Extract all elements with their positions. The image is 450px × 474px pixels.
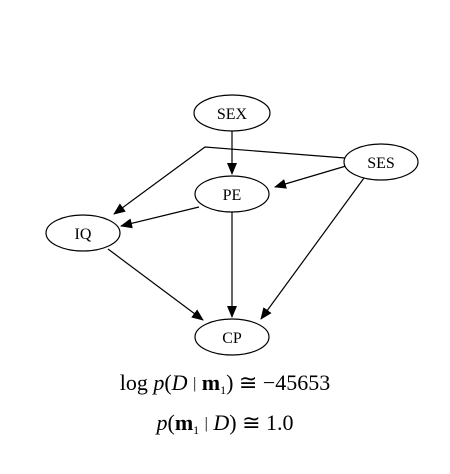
edge-iq-cp	[107, 248, 204, 321]
formula1-log: log	[119, 370, 148, 395]
formula2-approx: ≅	[242, 410, 261, 435]
node-iq-label: IQ	[75, 226, 92, 243]
edge-ses-iq	[113, 146, 346, 215]
bayesian-network-graph: SEX SES PE IQ CP	[45, 94, 419, 356]
node-ses: SES	[343, 143, 419, 181]
edge-pe-iq	[120, 206, 200, 229]
formula2-m: m	[174, 410, 194, 435]
formula2-p: p	[156, 410, 168, 435]
node-ses-label: SES	[367, 155, 395, 172]
node-pe: PE	[194, 175, 270, 213]
node-cp-label: CP	[222, 330, 242, 347]
node-iq: IQ	[45, 214, 121, 252]
formula2-open-paren: (	[167, 410, 175, 435]
node-cp: CP	[194, 318, 270, 356]
formula2-value: 1.0	[266, 410, 294, 435]
log-likelihood-formula: log p(D | m1) ≅ −45653	[0, 370, 450, 398]
formula2-close-paren: )	[229, 410, 237, 435]
formula2-subscript: 1	[193, 423, 200, 437]
formula2-d: D	[213, 410, 230, 435]
formula1-bar: |	[193, 375, 197, 392]
formula1-open-paren: (	[164, 370, 172, 395]
formula2-bar: |	[204, 415, 208, 432]
node-sex: SEX	[193, 94, 271, 132]
posterior-formula: p(m1 | D) ≅ 1.0	[0, 410, 450, 438]
node-sex-label: SEX	[217, 106, 248, 123]
formula1-subscript: 1	[220, 383, 227, 397]
formula1-p: p	[153, 370, 165, 395]
formula1-value: −45653	[262, 370, 331, 395]
formula1-m: m	[201, 370, 221, 395]
formula1-approx: ≅	[238, 370, 258, 395]
node-pe-label: PE	[223, 187, 242, 204]
formula1-d: D	[171, 370, 188, 395]
formula1-close-paren: )	[226, 370, 234, 395]
edge-ses-pe	[274, 165, 347, 189]
edge-ses-cp	[260, 177, 365, 320]
